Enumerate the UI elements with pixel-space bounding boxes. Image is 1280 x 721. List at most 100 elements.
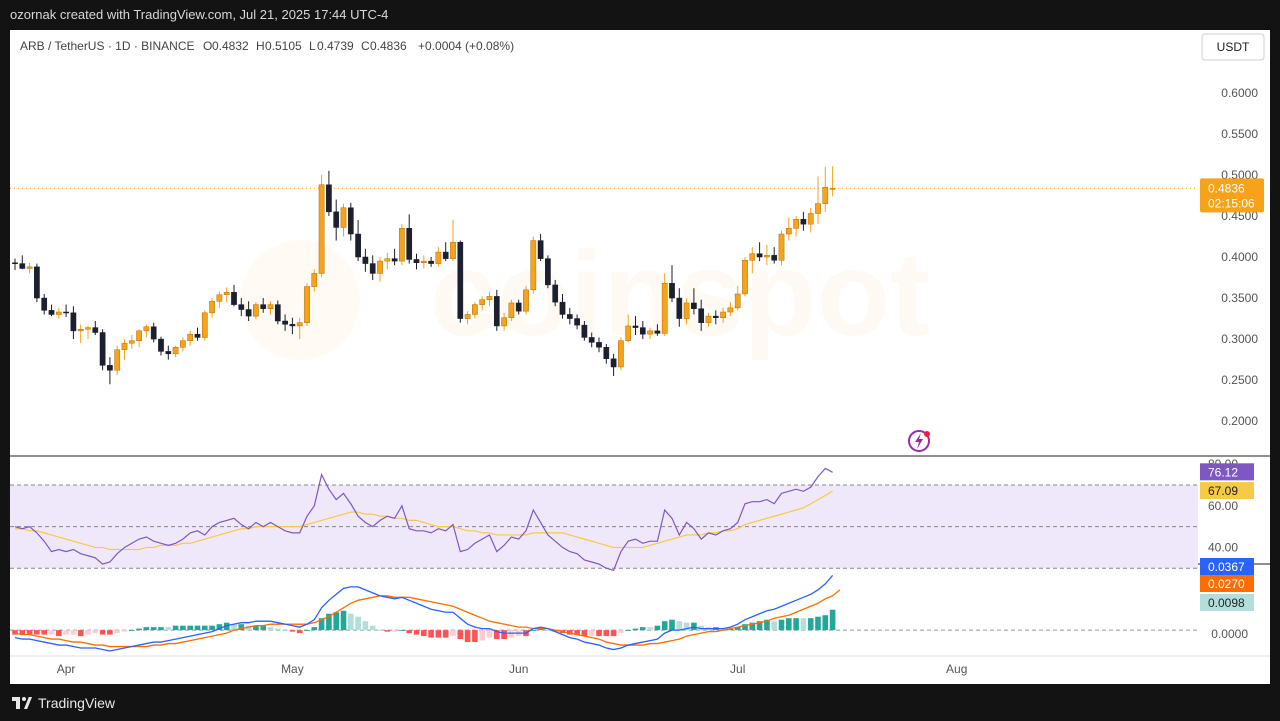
macd-hist-bar: [180, 625, 186, 631]
candle-body: [720, 311, 726, 318]
rsi-band: [10, 484, 1198, 569]
macd-hist-bar: [632, 628, 639, 631]
macd-hist-bar: [472, 630, 478, 643]
macd-hist-bar: [676, 621, 683, 631]
candle-body: [742, 260, 748, 295]
candle-body: [639, 327, 646, 335]
macd-hist-bar: [720, 628, 726, 631]
macd-hist-bar: [494, 630, 500, 640]
rsi-value-badge: [1200, 463, 1254, 481]
macd-hist-bar: [669, 619, 675, 631]
symbol-label[interactable]: ARB / TetherUS · 1D · BINANCE: [20, 39, 195, 53]
macd-hist-bar: [165, 627, 172, 631]
macd-hist-bar: [107, 630, 113, 635]
candle-body: [698, 308, 705, 323]
candle-body: [48, 310, 55, 315]
rsi-line: [14, 467, 833, 572]
macd-line: [14, 574, 834, 652]
signal-line: [14, 589, 841, 648]
macd-hist-bar: [63, 630, 69, 635]
macd-hist-bar: [253, 625, 259, 631]
macd-hist-bar: [333, 612, 339, 631]
candle-body: [435, 251, 442, 264]
macd-hist-bar: [172, 625, 179, 631]
candle-body: [296, 322, 303, 327]
macd-hist-bar: [647, 627, 653, 631]
candle-body: [450, 241, 456, 259]
macd-hist-bar: [479, 630, 485, 641]
macd-hist-bar: [552, 630, 558, 632]
candle-body: [581, 324, 588, 338]
candle-body: [815, 203, 821, 214]
macd-hist-bar: [41, 630, 47, 635]
candle-body: [523, 289, 529, 312]
candle-body: [216, 294, 223, 302]
macd-hist-bar: [764, 619, 770, 631]
last-price-badge: [1200, 178, 1264, 213]
candle-body: [340, 207, 347, 228]
macd-hist-bar: [194, 625, 201, 631]
macd-hist-bar: [428, 630, 434, 638]
macd-hist-bar: [121, 630, 128, 632]
candle-body: [530, 240, 537, 291]
watermark-text: coinspot: [430, 227, 930, 361]
candle-body: [588, 337, 595, 343]
rsi-tick-label: 40.00: [1208, 540, 1238, 554]
price-tick-label: 0.4500: [1221, 209, 1258, 223]
time-axis[interactable]: Apr May Jun Jul Aug: [10, 655, 1270, 676]
macd-hist-bar: [92, 630, 99, 634]
candle-body: [822, 186, 829, 204]
macd-hist-bar: [610, 630, 617, 637]
candle-body: [428, 260, 434, 264]
footer-bar: TradingView: [0, 684, 1280, 721]
macd-hist-bar: [362, 621, 369, 631]
candle-body: [99, 332, 106, 366]
macd-hist-bar: [12, 630, 18, 635]
macd-hist-bar: [136, 628, 142, 631]
chart-panel[interactable]: coinspot ARB / TetherUS · 1D · BINANCE O…: [10, 30, 1270, 684]
candle-body: [683, 302, 690, 319]
macd-hist-bar: [625, 630, 631, 631]
macd-hist-bar: [574, 630, 580, 635]
candle-body: [545, 258, 551, 286]
macd-histogram: [10, 609, 1198, 643]
candle-body: [311, 273, 318, 287]
currency-button-label[interactable]: USDT: [1217, 40, 1250, 54]
chart-canvas[interactable]: coinspot ARB / TetherUS · 1D · BINANCE O…: [10, 30, 1270, 684]
candle-body: [369, 263, 376, 274]
macd-value-badge: [1200, 558, 1254, 575]
time-tick-label: Jul: [730, 662, 745, 676]
candle-body: [800, 218, 807, 225]
candle-body: [749, 253, 756, 261]
macd-hist-bar: [413, 630, 420, 635]
macd-hist-bar: [377, 630, 383, 631]
currency-button[interactable]: USDT: [1201, 33, 1265, 61]
caption-bar: ozornak created with TradingView.com, Ju…: [0, 0, 1280, 30]
low-label: L: [309, 39, 316, 53]
candle-body: [274, 304, 281, 322]
candle-body: [223, 292, 230, 296]
right-axis[interactable]: 0.60000.55000.50000.45000.40000.35000.30…: [1200, 86, 1264, 641]
macd-hist-bar: [807, 618, 814, 631]
last-price-label: 0.4836: [1208, 181, 1245, 195]
macd-hist-bar: [19, 630, 26, 635]
candle-body: [194, 333, 201, 338]
candle-body: [165, 351, 172, 355]
macd-hist-bar: [734, 627, 741, 631]
macd-hist-bar: [501, 630, 507, 640]
change-value: +0.0004 (+0.08%): [418, 39, 514, 53]
candle-body: [187, 333, 194, 341]
rsi-ma-line: [15, 490, 833, 551]
signal-value-badge: [1200, 575, 1254, 592]
macd-hist-bar: [661, 621, 668, 631]
candle-body: [661, 283, 668, 334]
candle-body: [34, 266, 40, 299]
macd-hist-bar: [486, 630, 493, 638]
tradingview-logo[interactable]: TradingView: [12, 694, 115, 712]
macd-hist-bar: [778, 619, 785, 631]
candle-body: [19, 263, 26, 269]
candle-body: [705, 315, 712, 323]
macd-hist-bar: [216, 624, 223, 631]
lightning-alert-icon[interactable]: [908, 430, 930, 452]
candle-body: [515, 302, 522, 312]
